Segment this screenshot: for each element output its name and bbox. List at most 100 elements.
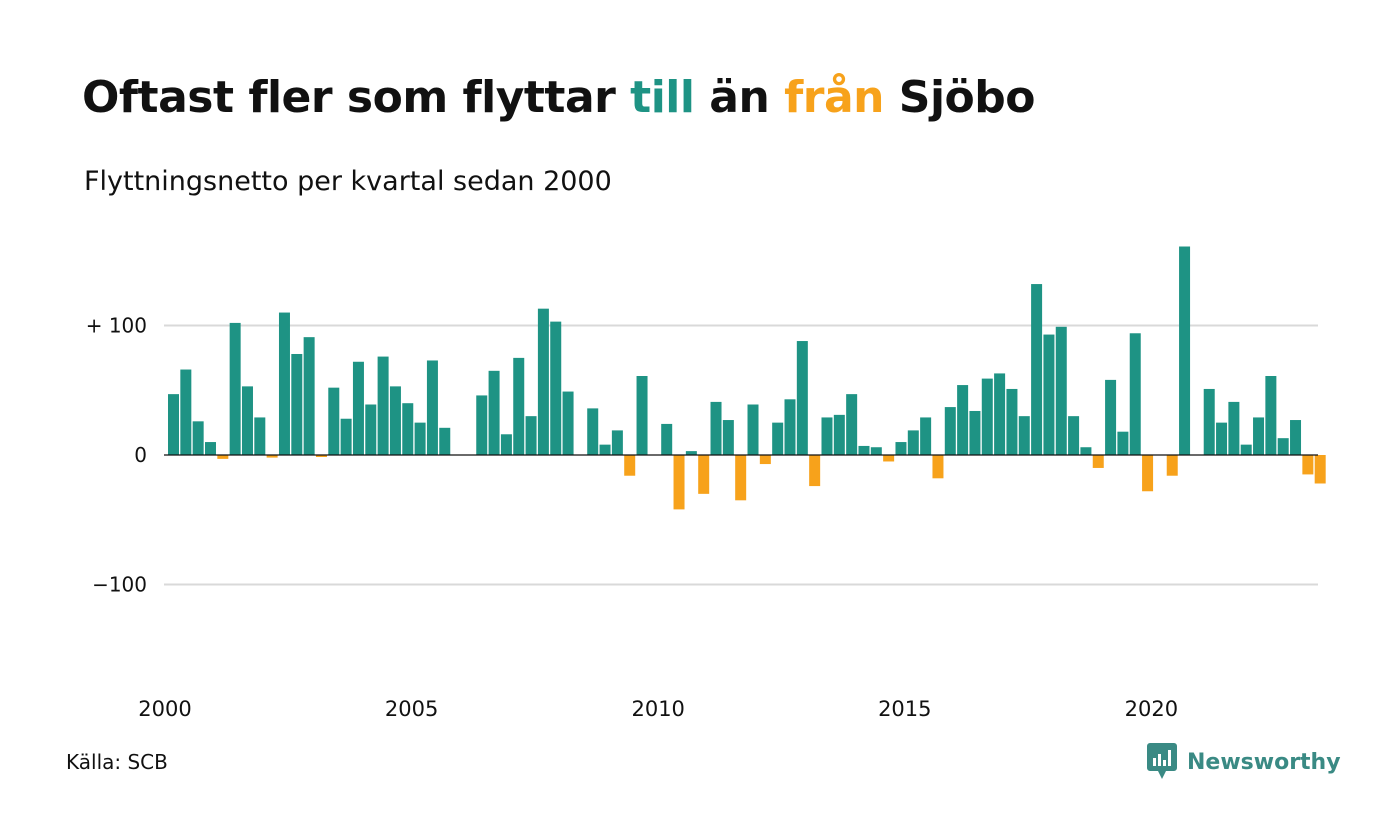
x-tick-label: 2000 (138, 697, 191, 721)
bar (944, 407, 956, 455)
bar (500, 434, 512, 455)
bar (1290, 420, 1302, 455)
bar (254, 417, 266, 455)
bar (340, 418, 352, 455)
bar (784, 399, 796, 455)
brand-logo[interactable]: Newsworthy (1147, 742, 1341, 782)
bar (907, 430, 919, 455)
bar (365, 404, 377, 455)
bar (1031, 284, 1043, 455)
bar (685, 451, 697, 455)
bar (587, 408, 599, 455)
bar (636, 376, 648, 455)
bar (1216, 422, 1228, 456)
y-tick-label: −100 (92, 573, 147, 597)
bar (426, 360, 438, 455)
bar (920, 417, 932, 455)
bar (562, 391, 574, 455)
bar (611, 430, 623, 455)
bar (722, 420, 734, 455)
bar (1203, 388, 1215, 455)
bar (883, 455, 895, 462)
bar (1314, 455, 1326, 484)
bar-chart: + 100 0 −100 2000 2005 2010 2015 2020 (86, 246, 1326, 721)
bar (981, 378, 993, 456)
bar (994, 373, 1006, 455)
brand-name: Newsworthy (1187, 749, 1341, 775)
x-tick-label: 2005 (385, 697, 438, 721)
title-part-lead: Oftast fler som flyttar (82, 72, 631, 123)
source-note: Källa: SCB (66, 750, 168, 774)
bar (1253, 417, 1265, 455)
bar (1068, 416, 1080, 455)
bar (895, 442, 907, 455)
bar (217, 455, 229, 459)
bar (747, 404, 759, 455)
bar (821, 417, 833, 455)
bar (1166, 455, 1178, 476)
bar (624, 455, 636, 476)
bar (180, 369, 192, 455)
bar (809, 455, 821, 487)
bar (513, 357, 525, 456)
bar (969, 410, 981, 455)
bar (266, 455, 278, 458)
bar (698, 455, 710, 494)
bar (192, 421, 204, 455)
bar (402, 403, 414, 455)
bar (439, 427, 451, 456)
bar (932, 455, 944, 479)
bar (661, 423, 673, 455)
bar (772, 422, 784, 456)
bar (957, 385, 969, 455)
bar (241, 386, 253, 455)
bar (796, 341, 808, 455)
title-part-end: Sjöbo (883, 72, 1036, 123)
bar (525, 416, 537, 455)
bar (833, 414, 845, 455)
bar (488, 370, 500, 455)
bar (328, 387, 340, 455)
y-tick-label: 0 (134, 443, 147, 467)
bar (1240, 444, 1252, 455)
bar (168, 394, 179, 455)
title-word-fran: från (784, 72, 884, 123)
newsworthy-logo-icon (1147, 743, 1177, 779)
bar (858, 445, 870, 455)
bar (291, 353, 303, 455)
bar (537, 308, 549, 455)
bar (1277, 438, 1289, 456)
bar (759, 455, 771, 465)
bar (1105, 379, 1117, 455)
bar (1117, 431, 1129, 455)
bar (229, 322, 241, 455)
bar (735, 455, 747, 501)
bar (673, 455, 685, 510)
bar (1265, 376, 1277, 455)
chart-subtitle: Flyttningsnetto per kvartal sedan 2000 (84, 166, 612, 197)
bar (352, 361, 364, 455)
bar (389, 386, 401, 455)
y-tick-label: + 100 (86, 314, 147, 338)
bar (846, 394, 858, 455)
bar (476, 395, 488, 455)
bar (303, 337, 315, 455)
bar (377, 356, 389, 455)
bar (1080, 447, 1092, 455)
bar (1092, 455, 1104, 468)
bar (204, 442, 216, 455)
title-part-middle: än (694, 72, 785, 123)
bar (1006, 388, 1018, 455)
bar (1228, 401, 1240, 455)
bar (1302, 455, 1314, 475)
bar (710, 401, 722, 455)
x-tick-label: 2020 (1125, 697, 1178, 721)
bar (414, 422, 426, 456)
bar (870, 447, 882, 455)
x-tick-label: 2010 (631, 697, 684, 721)
bar (1043, 334, 1055, 455)
x-tick-label: 2015 (878, 697, 931, 721)
bar (1129, 333, 1141, 455)
bar (1055, 326, 1067, 455)
bar (1179, 246, 1191, 455)
